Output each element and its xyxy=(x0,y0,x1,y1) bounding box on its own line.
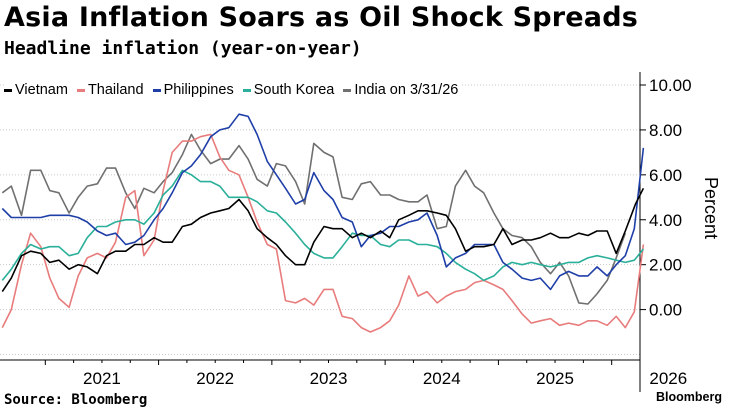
y-tick-label: 0.00 xyxy=(649,301,682,320)
legend-label: India on 3/31/26 xyxy=(354,82,459,98)
source-note: Source: Bloomberg xyxy=(4,392,148,408)
y-tick-label: 6.00 xyxy=(649,166,682,185)
series-line-india-on-3-31-26 xyxy=(1,133,627,305)
x-tick-label: 2021 xyxy=(83,369,121,388)
series-line-thailand xyxy=(1,133,645,333)
y-axis-label: Percent xyxy=(701,177,721,239)
legend-item-philippines: Philippines xyxy=(152,82,234,98)
y-tick-label: 10.00 xyxy=(649,76,692,95)
series-line-vietnam xyxy=(1,187,645,293)
legend-label: Thailand xyxy=(87,82,144,98)
legend-label: Philippines xyxy=(163,82,234,98)
legend-label: Vietnam xyxy=(15,82,68,98)
legend-swatch xyxy=(76,88,85,92)
x-tick-label: 2022 xyxy=(196,369,234,388)
y-tick-label: 8.00 xyxy=(649,121,682,140)
axes xyxy=(0,72,646,392)
tick-labels: 0.00 2.00 4.00 6.00 8.00 10.00 2021 2022 2023 202… xyxy=(83,76,692,388)
legend-label: South Korea xyxy=(253,82,335,98)
x-tick-label: 2023 xyxy=(310,369,348,388)
y-tick-label: 2.00 xyxy=(649,256,682,275)
grid-lines xyxy=(0,84,640,356)
series-lines xyxy=(1,113,645,333)
legend-item-india: India on 3/31/26 xyxy=(343,82,458,98)
legend-swatch xyxy=(343,88,352,92)
series-line-philippines xyxy=(1,113,645,291)
chart-subtitle: Headline inflation (year-on-year) xyxy=(4,38,362,59)
legend-item-thailand: Thailand xyxy=(76,82,144,98)
x-tick-label: 2024 xyxy=(423,369,461,388)
legend-swatch xyxy=(4,88,12,92)
x-tick-label: 2026 xyxy=(649,369,687,388)
legend-swatch xyxy=(242,88,251,92)
series-line-south-korea xyxy=(1,169,645,282)
y-tick-label: 4.00 xyxy=(649,211,682,230)
legend-swatch xyxy=(152,88,161,92)
bloomberg-logo: Bloomberg xyxy=(656,390,722,404)
chart-title: Asia Inflation Soars as Oil Shock Spread… xyxy=(4,2,639,33)
chart-legend: Vietnam Thailand Philippines South Korea… xyxy=(4,76,463,104)
x-tick-label: 2025 xyxy=(536,369,574,388)
legend-item-south-korea: South Korea xyxy=(242,82,335,98)
legend-item-vietnam: Vietnam xyxy=(4,82,68,98)
